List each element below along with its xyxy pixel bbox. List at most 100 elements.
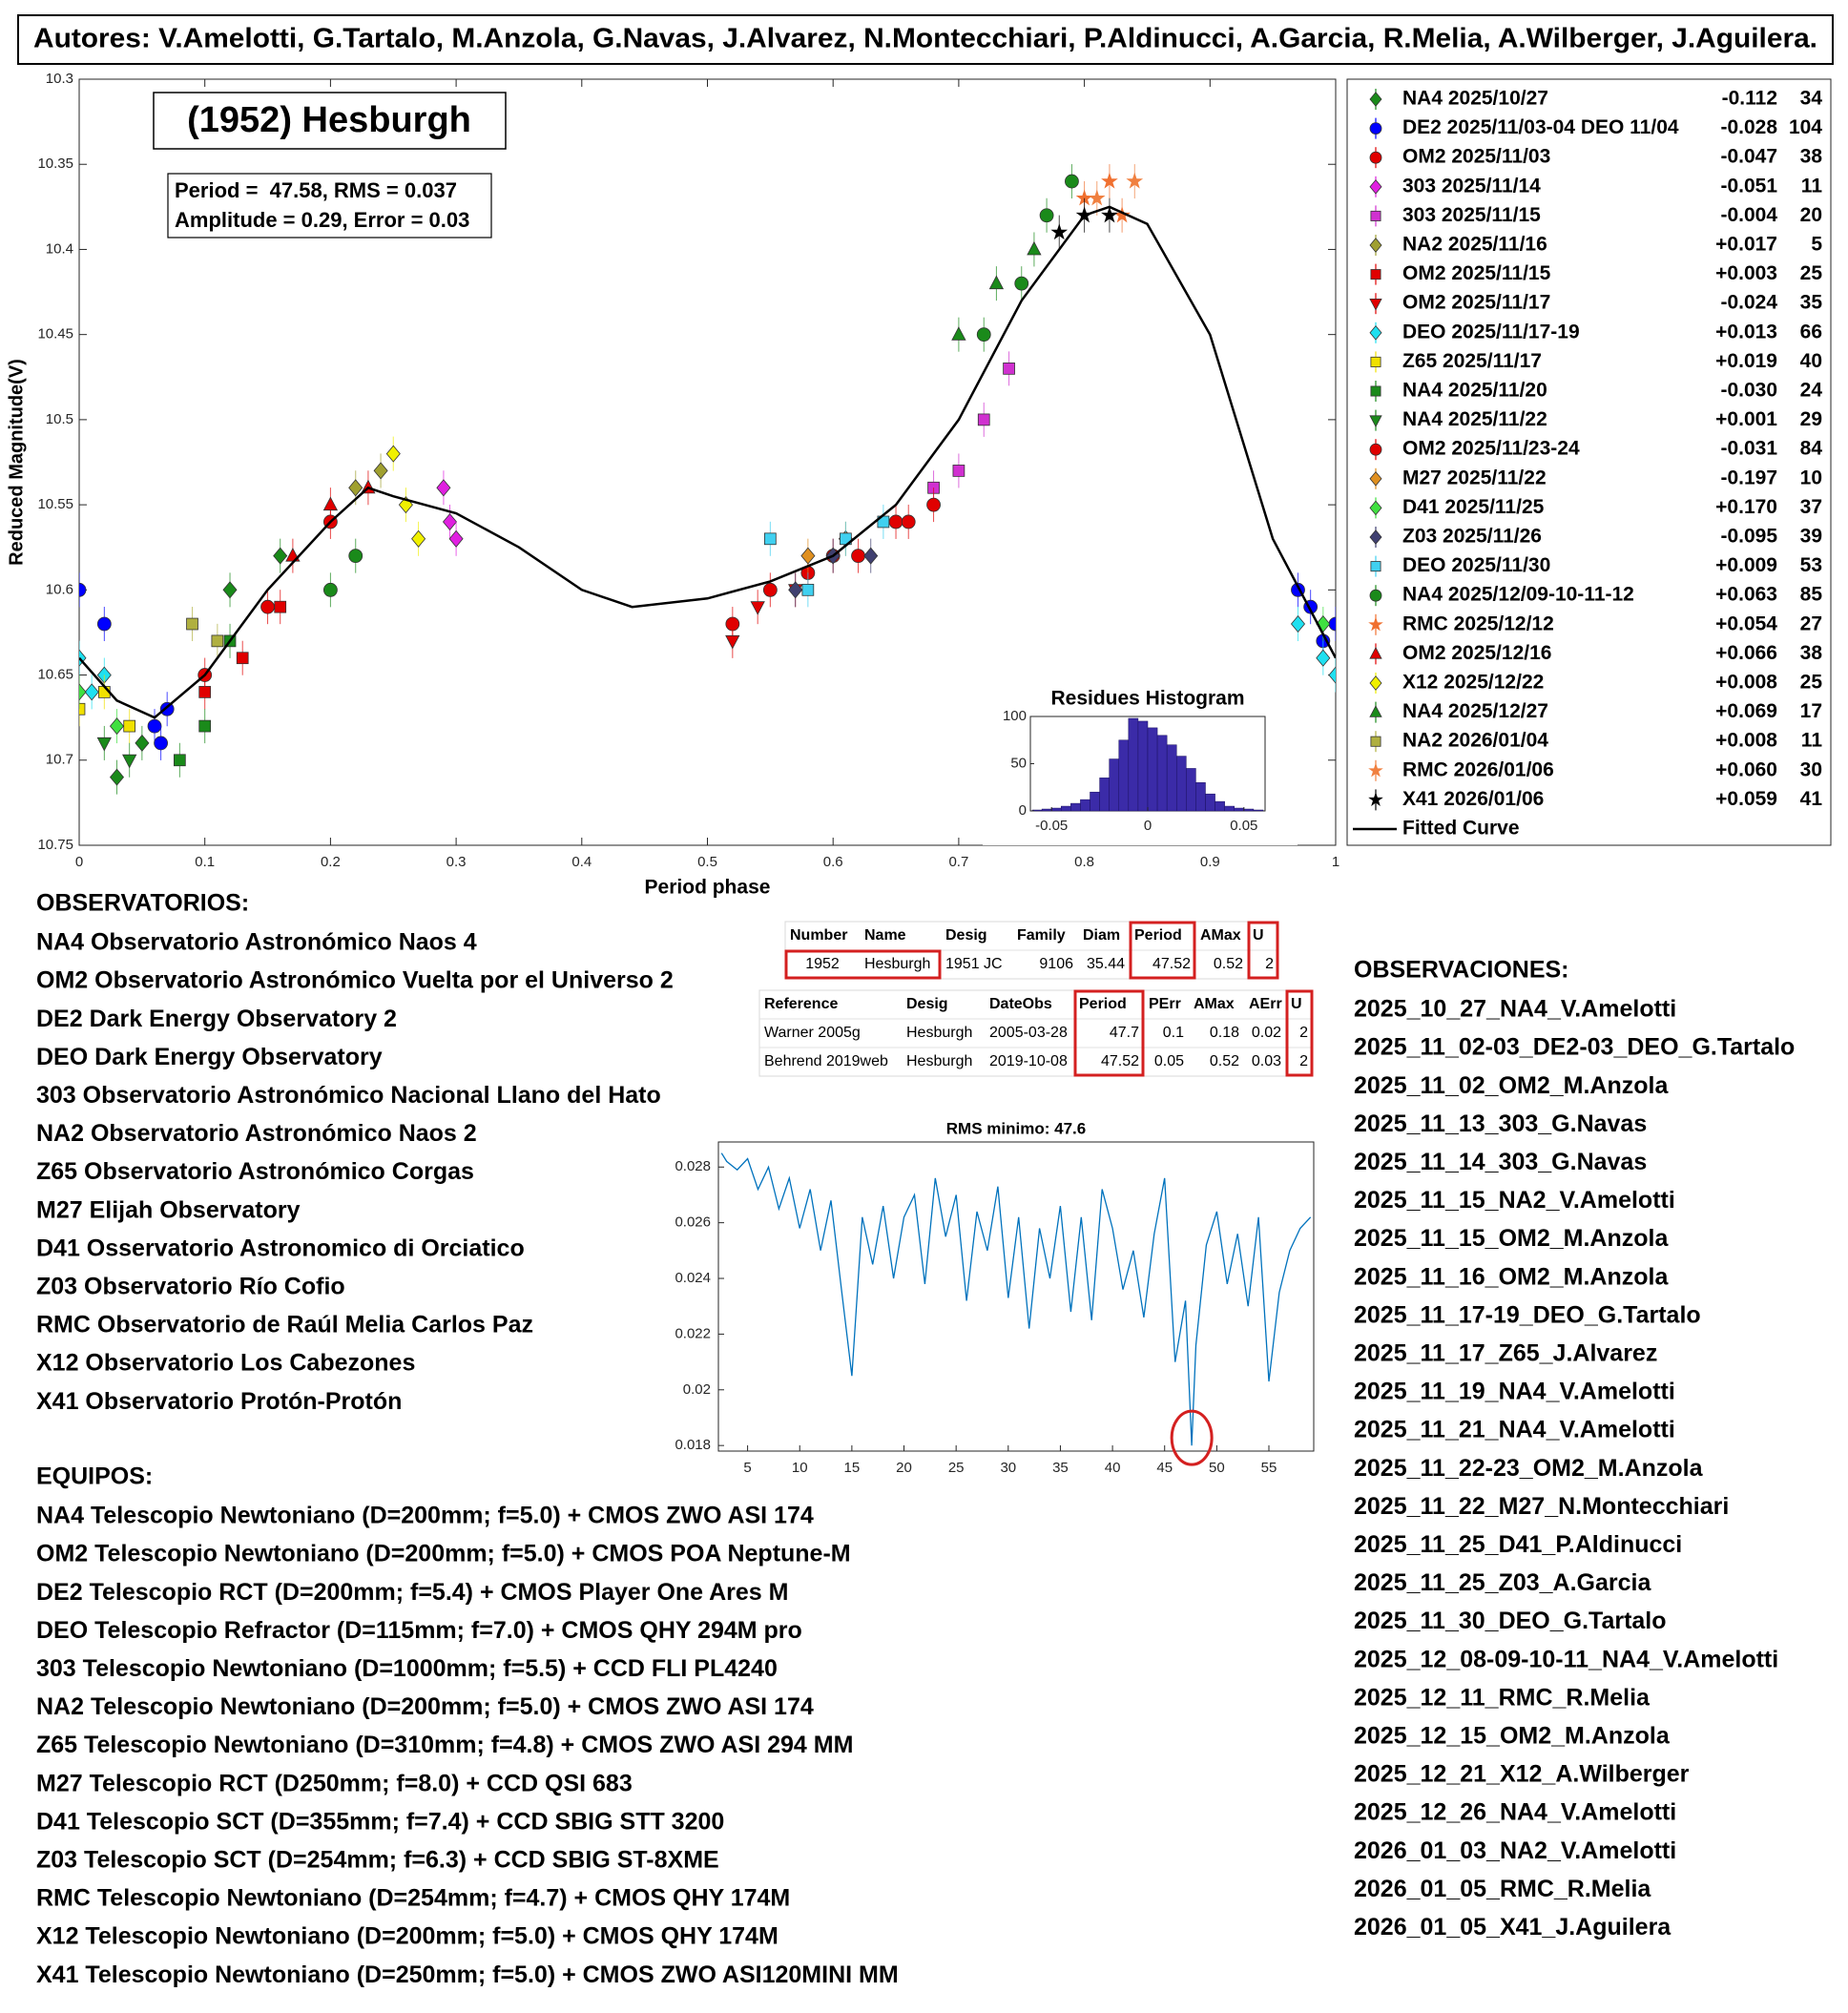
legend-marker	[1369, 646, 1382, 659]
point	[750, 601, 765, 615]
legend-offset: -0.024	[1720, 292, 1777, 314]
point	[1014, 276, 1029, 291]
table-header: AMax	[1200, 927, 1241, 944]
x-tick-label: 45	[1156, 1460, 1173, 1476]
y-tick-label: 0.028	[675, 1158, 711, 1174]
legend-count: 40	[1800, 350, 1822, 372]
legend-marker	[1369, 589, 1382, 602]
legend-label: X12 2025/12/22	[1402, 672, 1544, 694]
y-tick-label: 100	[1003, 708, 1027, 724]
legend-offset: +0.013	[1715, 321, 1777, 342]
x-tick-label: 50	[1209, 1460, 1225, 1476]
legend-offset: -0.047	[1720, 146, 1777, 168]
highlight-box	[1129, 921, 1196, 980]
legend-offset: -0.051	[1720, 175, 1777, 197]
section-item: 303 Telescopio Newtoniano (D=1000mm; f=5…	[36, 1655, 778, 1682]
legend-offset: +0.059	[1715, 788, 1777, 810]
annotation-box	[167, 173, 492, 239]
section-item: 2025_10_27_NA4_V.Amelotti	[1354, 996, 1676, 1023]
section-item: NA2 Telescopio Newtoniano (D=200mm; f=5.…	[36, 1693, 814, 1720]
section-item: OM2 Telescopio Newtoniano (D=200mm; f=5.…	[36, 1541, 851, 1567]
section-item: 2025_11_17-19_DEO_G.Tartalo	[1354, 1301, 1701, 1328]
x-tick-label: 0.9	[1200, 854, 1220, 870]
section-item: 2026_01_03_NA2_V.Amelotti	[1354, 1837, 1676, 1864]
legend-marker	[1369, 415, 1382, 428]
legend-marker	[1369, 500, 1382, 516]
histogram-bar	[1147, 727, 1158, 812]
point	[79, 582, 87, 597]
legend-marker	[1369, 443, 1382, 456]
histogram-bar	[1109, 758, 1120, 812]
legend-label: OM2 2025/12/16	[1402, 642, 1551, 664]
legend-count: 11	[1801, 175, 1823, 197]
legend-offset: -0.028	[1720, 116, 1777, 138]
histogram-bar	[1195, 782, 1206, 812]
histogram-bar	[1253, 809, 1264, 812]
table-header: Desig	[906, 996, 948, 1012]
point	[901, 514, 916, 529]
table-cell: Hesburgh	[906, 1025, 972, 1041]
section-item: OM2 Observatorio Astronómico Vuelta por …	[36, 967, 674, 994]
section-item: DEO Dark Energy Observatory	[36, 1044, 383, 1070]
table-cell: 2	[1299, 1025, 1308, 1041]
legend-count: 66	[1800, 321, 1822, 342]
legend-count: 29	[1800, 408, 1822, 430]
legend-offset: +0.170	[1715, 496, 1777, 518]
legend-label: NA2 2026/01/04	[1402, 730, 1548, 752]
point	[1065, 174, 1079, 189]
x-tick-label: 35	[1052, 1460, 1069, 1476]
section-item: Z03 Observatorio Río Cofio	[36, 1274, 345, 1300]
title-box	[153, 92, 507, 150]
legend-label: OM2 2025/11/03	[1402, 146, 1550, 168]
section-item: M27 Elijah Observatory	[36, 1196, 301, 1223]
legend-label: Z03 2025/11/26	[1402, 526, 1542, 548]
legend-marker	[1370, 736, 1381, 747]
section-item: NA4 Observatorio Astronómico Naos 4	[36, 929, 477, 956]
point	[96, 737, 112, 752]
section-item: X41 Telescopio Newtoniano (D=250mm; f=5.…	[36, 1961, 899, 1988]
x-tick-label: 0.05	[1230, 818, 1257, 834]
point	[1316, 649, 1331, 667]
point	[109, 768, 125, 786]
legend-marker	[1369, 529, 1382, 545]
point	[801, 583, 815, 596]
x-tick-label: 15	[844, 1460, 861, 1476]
legend-count: 84	[1800, 438, 1823, 460]
legend-label: OM2 2025/11/15	[1402, 262, 1551, 284]
legend-label: 303 2025/11/14	[1402, 175, 1541, 197]
histogram-bar	[1224, 805, 1235, 812]
y-tick-label: 10.3	[46, 71, 73, 87]
legend-label: RMC 2025/12/12	[1402, 612, 1554, 634]
section-item: 2025_11_15_NA2_V.Amelotti	[1354, 1187, 1675, 1214]
section-item: X12 Observatorio Los Cabezones	[36, 1350, 415, 1377]
point	[273, 547, 288, 565]
highlight-box	[1073, 989, 1145, 1077]
table-header: PErr	[1149, 996, 1181, 1012]
x-tick-label: 0	[75, 854, 83, 870]
legend-count: 11	[1801, 730, 1823, 752]
table-cell: 0.03	[1252, 1053, 1281, 1069]
table-header: AErr	[1249, 996, 1282, 1012]
section-item: 2025_12_11_RMC_R.Melia	[1354, 1684, 1651, 1711]
point	[1290, 614, 1306, 633]
section-item: 2025_11_15_OM2_M.Anzola	[1354, 1225, 1669, 1252]
histogram-bar	[1090, 791, 1100, 812]
legend-label: NA4 2025/12/27	[1402, 700, 1548, 722]
table-cell: 35.44	[1087, 956, 1125, 972]
point	[373, 462, 388, 480]
point	[96, 616, 112, 632]
section-item: 2025_11_16_OM2_M.Anzola	[1354, 1263, 1669, 1290]
x-tick-label: 20	[896, 1460, 912, 1476]
section-title: OBSERVATORIOS:	[36, 890, 249, 917]
legend-marker	[1369, 298, 1382, 311]
histogram-bar	[1234, 807, 1245, 812]
point	[1050, 223, 1069, 240]
legend-marker	[1370, 356, 1381, 367]
section-item: NA4 Telescopio Newtoniano (D=200mm; f=5.…	[36, 1503, 814, 1529]
legend-label: M27 2025/11/22	[1402, 467, 1547, 488]
table-cell: 2005-03-28	[989, 1025, 1068, 1041]
histogram-bar	[1041, 808, 1052, 812]
legend-offset: +0.003	[1715, 262, 1777, 284]
legend-offset: +0.069	[1715, 700, 1777, 722]
table-header: Diam	[1083, 927, 1120, 944]
